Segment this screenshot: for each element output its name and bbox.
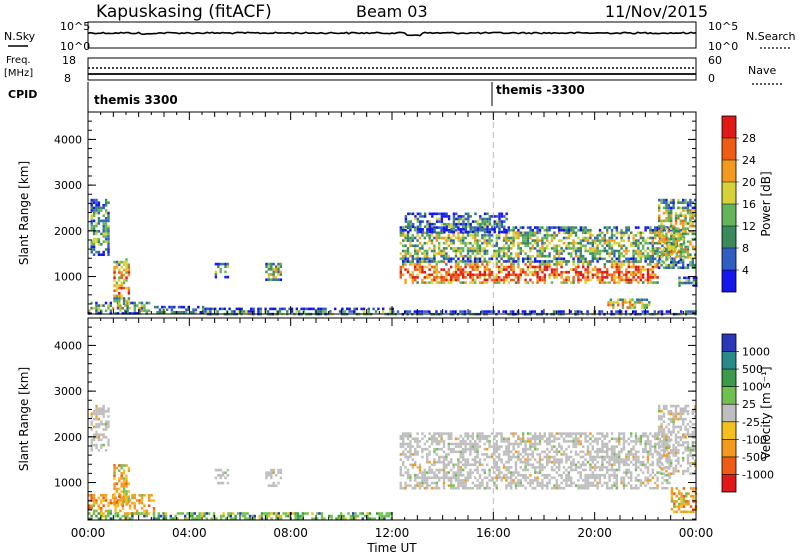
y-tick-label: 2000 bbox=[54, 431, 82, 444]
y-tick-label: 4000 bbox=[54, 339, 82, 352]
echo-region bbox=[265, 468, 283, 487]
x-tick-label: 08:00 bbox=[273, 526, 308, 540]
colorbar-tick-label: 28 bbox=[742, 132, 756, 145]
colorbar-segment bbox=[722, 421, 736, 440]
station-title: Kapuskasing (fitACF) bbox=[96, 2, 272, 22]
colorbar-tick-label: 500 bbox=[742, 363, 763, 376]
echo-region bbox=[90, 404, 110, 452]
nave-label: Nave bbox=[748, 64, 776, 77]
freq-tick-bottom: 8 bbox=[64, 72, 71, 85]
x-tick-label: 12:00 bbox=[375, 526, 410, 540]
nsky-tick-top: 10^5 bbox=[60, 20, 90, 33]
x-tick-label: 16:00 bbox=[476, 526, 511, 540]
colorbar-segment bbox=[722, 474, 736, 492]
cpid-label: CPID bbox=[8, 88, 37, 101]
colorbar-tick-label: 8 bbox=[742, 242, 749, 255]
colorbar-segment bbox=[722, 439, 736, 457]
nsky-panel bbox=[87, 21, 697, 49]
colorbar-tick-label: 25 bbox=[742, 398, 756, 411]
colorbar-tick-label: -100 bbox=[742, 433, 767, 446]
colorbar-segment bbox=[722, 456, 736, 475]
date-title: 11/Nov/2015 bbox=[605, 2, 708, 21]
colorbar-segment bbox=[722, 334, 736, 352]
colorbar-tick-label: -500 bbox=[742, 451, 767, 464]
freq-label: Freq. bbox=[6, 55, 31, 66]
colorbar-tick-label: 1000 bbox=[742, 346, 770, 359]
x-tick-label: 00:00 bbox=[679, 526, 714, 540]
y-axis-title: Slant Range [km] bbox=[17, 367, 31, 471]
x-tick-label: 20:00 bbox=[577, 526, 612, 540]
colorbar-tick-label: -25 bbox=[742, 416, 760, 429]
colorbar-tick-label: 4 bbox=[742, 264, 749, 277]
y-tick-label: 3000 bbox=[54, 179, 82, 192]
colorbar-segment bbox=[722, 351, 736, 370]
plot-area bbox=[88, 112, 696, 314]
echo-region bbox=[113, 258, 131, 305]
nsky-trace bbox=[87, 31, 697, 37]
y-tick-label: 4000 bbox=[54, 133, 82, 146]
nsky-label: N.Sky bbox=[4, 30, 36, 43]
colorbar-tick-label: -1000 bbox=[742, 468, 774, 481]
cpid-segment-2: themis -3300 bbox=[496, 83, 585, 97]
colorbar-segment bbox=[722, 204, 736, 226]
echo-region bbox=[399, 432, 671, 490]
colorbar-tick-label: 16 bbox=[742, 198, 756, 211]
y-tick-label: 1000 bbox=[54, 271, 82, 284]
x-axis-title: Time UT bbox=[366, 541, 417, 554]
nsky-tick-bottom: 10^0 bbox=[60, 40, 90, 53]
colorbar-segment bbox=[722, 182, 736, 204]
echo-region bbox=[607, 298, 651, 309]
echo-region bbox=[113, 464, 131, 506]
colorbar-segment bbox=[722, 226, 736, 248]
power-panel: 1000 2000 3000 4000 Slant Range [km] 28 24 20 16… bbox=[17, 111, 773, 316]
colorbar-segment bbox=[722, 160, 736, 182]
colorbar-segment bbox=[722, 248, 736, 270]
echo-region bbox=[214, 262, 230, 279]
colorbar-tick-label: 12 bbox=[742, 220, 756, 233]
colorbar-segment bbox=[722, 138, 736, 160]
colorbar-segment bbox=[722, 386, 736, 405]
velocity-panel: 1000 2000 3000 4000 Slant Range [km] 1000 500 1… bbox=[17, 317, 774, 521]
echo-region bbox=[265, 262, 283, 281]
colorbar-segment bbox=[722, 116, 736, 138]
plot-area bbox=[88, 318, 696, 520]
y-tick-label: 2000 bbox=[54, 225, 82, 238]
x-tick-label: 04:00 bbox=[172, 526, 207, 540]
colorbar-title: Velocity [m s⁻¹] bbox=[759, 366, 773, 459]
colorbar-segment bbox=[722, 270, 736, 292]
time-axis: 00:00 04:00 08:00 12:00 16:00 20:00 00:00 bbox=[71, 526, 714, 540]
freq-unit: [MHz] bbox=[4, 68, 33, 79]
freq-tick-top: 18 bbox=[62, 54, 76, 67]
nave-tick-bottom: 0 bbox=[708, 72, 715, 85]
beam-title: Beam 03 bbox=[356, 2, 428, 21]
colorbar-segment bbox=[722, 369, 736, 387]
echo-region bbox=[214, 468, 230, 485]
freq-panel bbox=[87, 57, 697, 81]
cpid-segment-1: themis 3300 bbox=[94, 93, 178, 107]
x-tick-label: 00:00 bbox=[71, 526, 106, 540]
colorbar-segment bbox=[722, 404, 736, 422]
echo-region bbox=[88, 512, 393, 520]
nsearch-tick-bottom: 10^0 bbox=[708, 40, 738, 53]
colorbar-tick-label: 100 bbox=[742, 381, 763, 394]
echo-region bbox=[404, 212, 508, 234]
echo-region bbox=[88, 301, 151, 315]
colorbar-tick-label: 20 bbox=[742, 176, 756, 189]
nave-tick-top: 60 bbox=[708, 54, 722, 67]
y-tick-label: 1000 bbox=[54, 477, 82, 490]
y-axis-title: Slant Range [km] bbox=[17, 161, 31, 265]
colorbar-tick-label: 24 bbox=[742, 154, 756, 167]
colorbar-title: Power [dB] bbox=[759, 171, 773, 236]
y-tick-label: 3000 bbox=[54, 385, 82, 398]
nsearch-tick-top: 10^5 bbox=[708, 20, 738, 33]
nsearch-label: N.Search bbox=[746, 30, 796, 43]
echo-region bbox=[90, 198, 110, 256]
